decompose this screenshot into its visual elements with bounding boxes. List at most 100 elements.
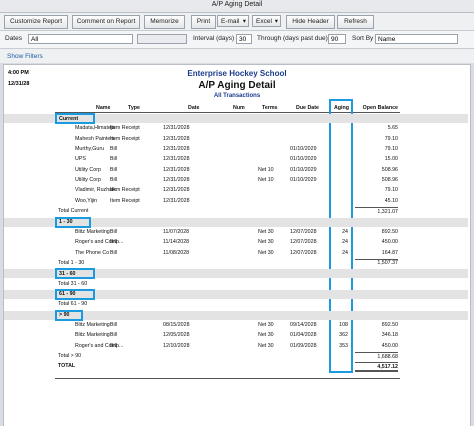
toolbar-button[interactable]: Comment on Report <box>72 15 140 29</box>
cell-aging: 24 <box>342 239 348 246</box>
cell-date: 08/15/2028 <box>163 322 190 328</box>
total-line <box>355 207 398 209</box>
total-rule <box>55 378 400 379</box>
dates-select[interactable]: All <box>28 34 133 44</box>
show-filters[interactable]: Show Filters <box>7 53 43 60</box>
column-header: Type <box>128 105 140 111</box>
cell-name: UPS <box>75 156 86 163</box>
cell-balance: 508.96 <box>381 166 398 173</box>
section-label: 1 - 30 <box>59 219 73 225</box>
cell-name: Blitz Marketing <box>75 332 110 339</box>
cell-due: 12/07/2028 <box>290 228 317 235</box>
report-title: A/P Aging Detail <box>198 80 276 91</box>
cell-type: Bill <box>110 239 118 246</box>
total-label: Total 61 - 90 <box>58 301 88 308</box>
cell-name: Mahesh Painters <box>75 135 115 142</box>
window-title: A/P Aging Detail <box>211 1 263 8</box>
cell-balance: 45.10 <box>384 197 398 204</box>
report-area <box>3 64 471 426</box>
sort-select[interactable]: Name <box>375 34 458 44</box>
cell-type: Item Receipt <box>110 135 140 142</box>
cell-date: 12/31/2028 <box>163 187 190 194</box>
cell-terms: Net 10 <box>258 177 274 184</box>
cell-terms: Net 30 <box>258 342 274 349</box>
column-header: Aging <box>333 105 349 111</box>
column-header: Name <box>96 105 111 111</box>
report-subtitle: All Transactions <box>213 93 261 99</box>
cell-due: 01/10/2029 <box>290 156 317 163</box>
column-header: Terms <box>262 105 278 111</box>
cell-due: 01/10/2029 <box>290 146 317 153</box>
cell-due: 12/07/2028 <box>290 249 317 256</box>
total-label: Total 31 - 60 <box>58 280 88 287</box>
filter-strip <box>0 49 474 63</box>
grand-total-line <box>355 362 398 364</box>
cell-type: Bill <box>110 332 118 339</box>
cell-aging: 24 <box>342 249 348 256</box>
cell-type: Bill <box>110 166 118 173</box>
cell-type: Bill <box>110 146 118 153</box>
interval-input[interactable]: 30 <box>236 34 252 44</box>
cell-aging: 24 <box>342 228 348 235</box>
cell-balance: 508.96 <box>381 177 398 184</box>
total-amount: 1,507.37 <box>377 260 398 267</box>
section-band <box>4 269 468 279</box>
total-amount: 1,688.68 <box>377 353 398 360</box>
toolbar-button[interactable]: Excel ▾ <box>252 15 281 27</box>
cell-due: 09/14/2028 <box>290 322 317 328</box>
dates-label: Dates <box>5 35 22 42</box>
cell-name: Murthy,Guru <box>75 146 105 153</box>
date-field[interactable] <box>137 34 187 44</box>
toolbar-button[interactable]: Print <box>191 15 216 29</box>
cell-date: 12/31/2028 <box>163 156 190 163</box>
cell-type: Bill <box>110 156 118 163</box>
section-highlight <box>55 288 95 300</box>
title-bar <box>0 0 474 13</box>
cell-due: 01/10/2029 <box>290 177 317 184</box>
cell-name: Utility Corp <box>75 177 101 184</box>
cell-date: 12/31/2028 <box>163 146 190 153</box>
toolbar-button[interactable]: Memorize <box>144 15 185 29</box>
cell-type: Bill <box>110 342 118 349</box>
cell-terms: Net 30 <box>258 228 274 235</box>
total-amount: 1,321.07 <box>377 208 398 215</box>
report-date: 12/31/28 <box>8 81 30 87</box>
section-highlight <box>55 309 83 321</box>
cell-type: Bill <box>110 322 118 328</box>
cell-type: Bill <box>110 249 118 256</box>
cell-type: Item Receipt <box>110 125 140 132</box>
section-band <box>4 310 468 320</box>
total-label: Total > 90 <box>58 353 82 360</box>
section-highlight <box>55 113 95 124</box>
cell-name: The Phone Co <box>75 249 110 256</box>
dropdown-arrow[interactable]: ▾ <box>274 18 278 25</box>
toolbar-button[interactable]: Customize Report <box>4 15 68 29</box>
cell-balance: 79.10 <box>384 187 398 194</box>
section-highlight <box>55 216 91 228</box>
cell-date: 12/31/2028 <box>163 135 190 142</box>
section-highlight <box>55 268 95 280</box>
cell-due: 12/07/2028 <box>290 239 317 246</box>
cell-type: Item Receipt <box>110 197 140 204</box>
cell-date: 11/07/2028 <box>163 228 190 235</box>
column-header: Due Date <box>296 105 319 111</box>
cell-type: Bill <box>110 228 118 235</box>
grand-total-label: TOTAL <box>58 363 76 370</box>
toolbar-button[interactable]: Hide Header <box>286 15 335 29</box>
cell-due: 01/09/2028 <box>290 342 317 349</box>
sort-label: Sort By <box>352 35 374 42</box>
aging-highlight <box>329 99 353 373</box>
cell-name: Roger's and Comp... <box>75 239 124 246</box>
toolbar-button[interactable]: Refresh <box>337 15 374 29</box>
cell-aging: 362 <box>339 332 348 339</box>
toolbar-button[interactable]: E-mail ▾ <box>217 15 249 27</box>
cell-name: Roger's and Comp... <box>75 342 124 349</box>
section-band <box>4 114 468 123</box>
cell-type: Bill <box>110 177 118 184</box>
cell-balance: 164.87 <box>381 249 398 256</box>
through-input[interactable]: 90 <box>328 34 346 44</box>
dropdown-arrow[interactable]: ▾ <box>242 18 246 25</box>
through-label: Through (days past due) <box>257 35 328 42</box>
grand-total-double <box>355 370 398 373</box>
interval-label: Interval (days) <box>193 35 235 42</box>
